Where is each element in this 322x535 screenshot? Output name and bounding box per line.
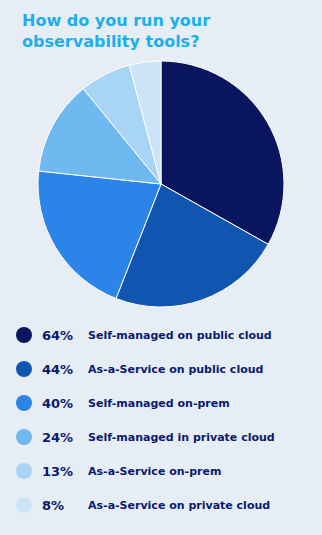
legend-value: 24% <box>42 430 73 445</box>
legend-item: 44% As-a-Service on public cloud <box>16 361 263 377</box>
legend-value: 64% <box>42 328 73 343</box>
legend-item: 13% As-a-Service on-prem <box>16 463 221 479</box>
legend-item: 64% Self-managed on public cloud <box>16 327 272 343</box>
legend-label: As-a-Service on-prem <box>88 465 221 478</box>
pie-slice <box>38 171 161 298</box>
background <box>0 0 322 535</box>
legend-item: 8% As-a-Service on private cloud <box>16 497 270 513</box>
legend-value: 44% <box>42 362 73 377</box>
legend-value: 13% <box>42 464 73 479</box>
legend-swatch <box>16 361 32 377</box>
title: How do you run yourobservability tools? <box>22 11 210 51</box>
legend-swatch <box>16 429 32 445</box>
legend-item: 24% Self-managed in private cloud <box>16 429 275 445</box>
legend-label: As-a-Service on private cloud <box>88 499 270 512</box>
legend-label: Self-managed on public cloud <box>88 329 272 342</box>
legend-value: 40% <box>42 396 73 411</box>
chart: How do you run yourobservability tools? 6… <box>0 0 322 535</box>
pie <box>38 61 284 307</box>
legend-swatch <box>16 327 32 343</box>
legend-label: Self-managed on-prem <box>88 397 230 410</box>
legend-swatch <box>16 497 32 513</box>
legend-swatch <box>16 463 32 479</box>
legend-label: Self-managed in private cloud <box>88 431 275 444</box>
legend-item: 40% Self-managed on-prem <box>16 395 230 411</box>
legend: 64% Self-managed on public cloud 44% As-a-S… <box>16 327 275 513</box>
pie-slice <box>129 61 161 184</box>
legend-label: As-a-Service on public cloud <box>88 363 263 376</box>
legend-swatch <box>16 395 32 411</box>
legend-value: 8% <box>42 498 64 513</box>
